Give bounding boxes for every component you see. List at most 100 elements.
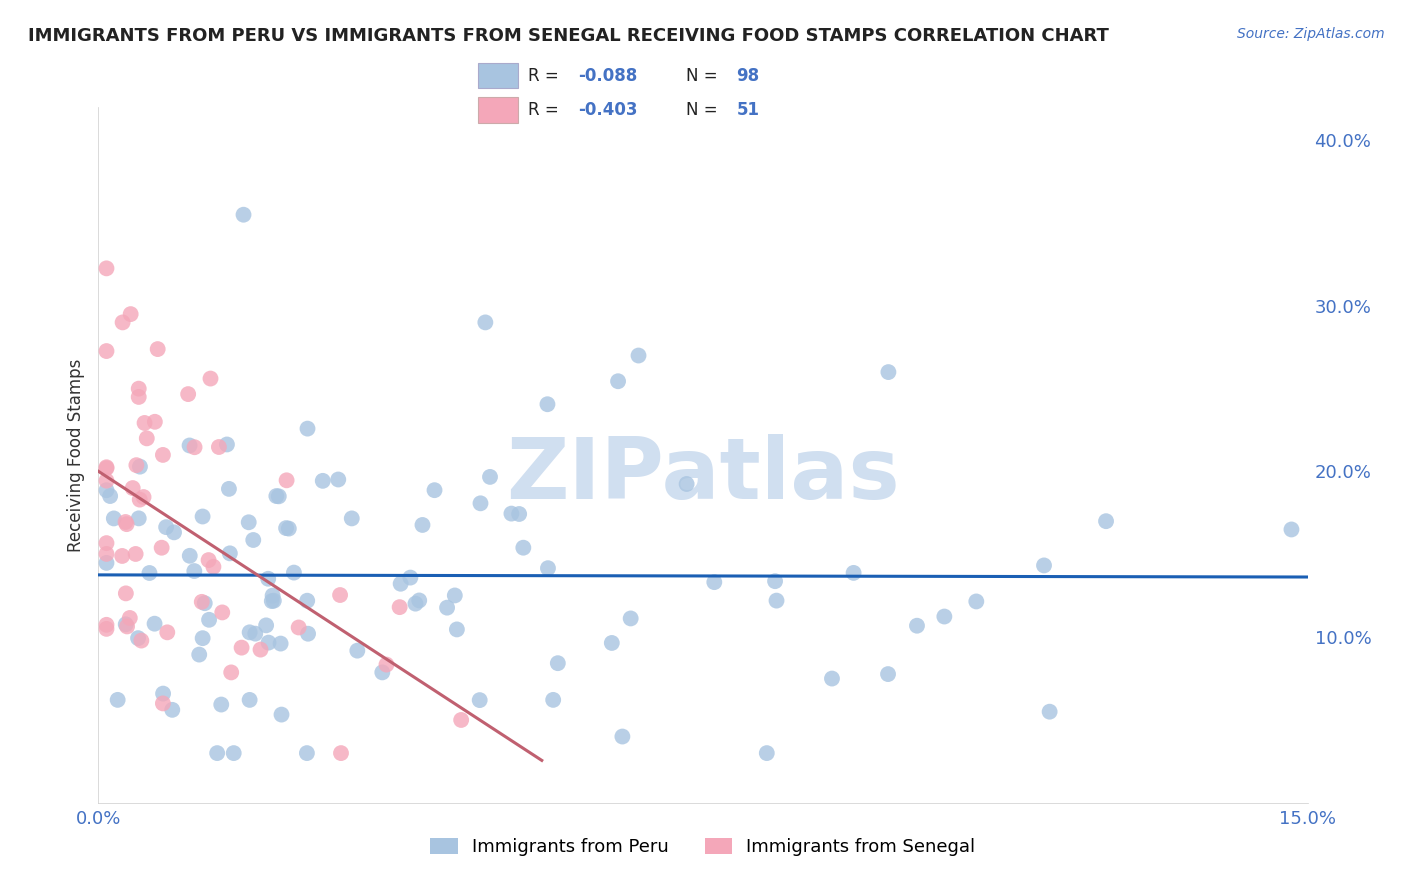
Immigrants from Peru [194,596,217,610]
Immigrants from Senegal [249,642,271,657]
Immigrants from Senegal [150,541,173,555]
Immigrants from Peru [297,422,319,436]
Immigrants from Peru [238,516,260,530]
Immigrants from Peru [277,522,299,536]
Immigrants from Peru [607,374,630,388]
Immigrants from Senegal [388,600,411,615]
Immigrants from Senegal [231,640,253,655]
Immigrants from Senegal [219,665,242,680]
Immigrants from Peru [620,611,643,625]
Immigrants from Peru [474,315,496,329]
Immigrants from Senegal [276,473,298,487]
Immigrants from Peru [842,566,865,580]
Immigrants from Peru [114,617,136,632]
Immigrants from Peru [267,489,290,503]
Immigrants from Peru [257,572,280,586]
Text: -0.403: -0.403 [579,101,638,119]
Immigrants from Peru [297,626,319,640]
Immigrants from Senegal [128,382,150,396]
Immigrants from Peru [877,667,900,681]
Immigrants from Peru [479,470,502,484]
Immigrants from Peru [270,637,292,651]
Immigrants from Peru [98,489,121,503]
Immigrants from Senegal [128,492,150,507]
Immigrants from Peru [1095,514,1118,528]
Immigrants from Peru [755,746,778,760]
Immigrants from Peru [389,576,412,591]
Immigrants from Peru [254,618,277,632]
Immigrants from Senegal [121,481,143,495]
Immigrants from Peru [423,483,446,498]
Immigrants from Peru [512,541,534,555]
Immigrants from Peru [446,623,468,637]
Immigrants from Peru [128,511,150,525]
Immigrants from Senegal [115,517,138,532]
Immigrants from Senegal [208,440,231,454]
Immigrants from Peru [328,473,350,487]
Immigrants from Peru [129,459,152,474]
Immigrants from Peru [877,365,900,379]
Immigrants from Senegal [115,619,138,633]
Immigrants from Peru [297,593,319,607]
Immigrants from Peru [270,707,292,722]
Immigrants from Peru [191,631,214,645]
Immigrants from Peru [501,507,523,521]
Immigrants from Senegal [152,448,174,462]
Immigrants from Senegal [125,458,148,472]
Immigrants from Senegal [450,713,472,727]
Immigrants from Senegal [96,461,118,475]
Immigrants from Senegal [156,625,179,640]
Immigrants from Senegal [96,536,118,550]
Immigrants from Peru [215,437,238,451]
Text: N =: N = [686,101,723,119]
Immigrants from Peru [346,643,368,657]
Immigrants from Senegal [183,440,205,454]
Immigrants from Peru [152,687,174,701]
Text: R =: R = [529,101,564,119]
Immigrants from Peru [536,397,558,411]
Immigrants from Peru [371,665,394,680]
Immigrants from Peru [675,477,697,491]
Immigrants from Peru [262,589,284,603]
Immigrants from Peru [295,746,318,760]
Immigrants from Peru [162,703,184,717]
Immigrants from Senegal [132,490,155,504]
Immigrants from Peru [508,507,530,521]
Immigrants from Peru [1281,523,1303,537]
Immigrants from Peru [205,746,228,760]
Immigrants from Peru [232,208,254,222]
Immigrants from Senegal [200,371,222,385]
Y-axis label: Receiving Food Stamps: Receiving Food Stamps [66,359,84,551]
Immigrants from Peru [198,613,221,627]
Text: 51: 51 [737,101,759,119]
Immigrants from Peru [765,593,787,607]
Immigrants from Peru [127,631,149,645]
Immigrants from Senegal [124,547,146,561]
Immigrants from Peru [163,525,186,540]
Text: N =: N = [686,67,723,85]
Immigrants from Peru [183,564,205,578]
Immigrants from Peru [209,698,232,712]
Immigrants from Senegal [111,315,134,329]
Immigrants from Peru [470,496,492,510]
Text: 98: 98 [737,67,759,85]
Immigrants from Peru [934,609,956,624]
Immigrants from Senegal [111,549,134,563]
Immigrants from Peru [179,549,201,563]
Immigrants from Peru [547,656,569,670]
Immigrants from Peru [404,597,426,611]
Immigrants from Peru [408,593,430,607]
Immigrants from Peru [399,571,422,585]
Immigrants from Senegal [96,617,118,632]
Text: R =: R = [529,67,564,85]
Immigrants from Peru [266,489,288,503]
Immigrants from Senegal [375,657,398,672]
Immigrants from Senegal [287,620,309,634]
Immigrants from Peru [107,693,129,707]
Immigrants from Senegal [211,606,233,620]
Immigrants from Senegal [134,416,156,430]
Immigrants from Peru [138,566,160,580]
Immigrants from Peru [155,520,177,534]
Text: ZIPatlas: ZIPatlas [506,434,900,517]
Immigrants from Peru [411,518,433,533]
